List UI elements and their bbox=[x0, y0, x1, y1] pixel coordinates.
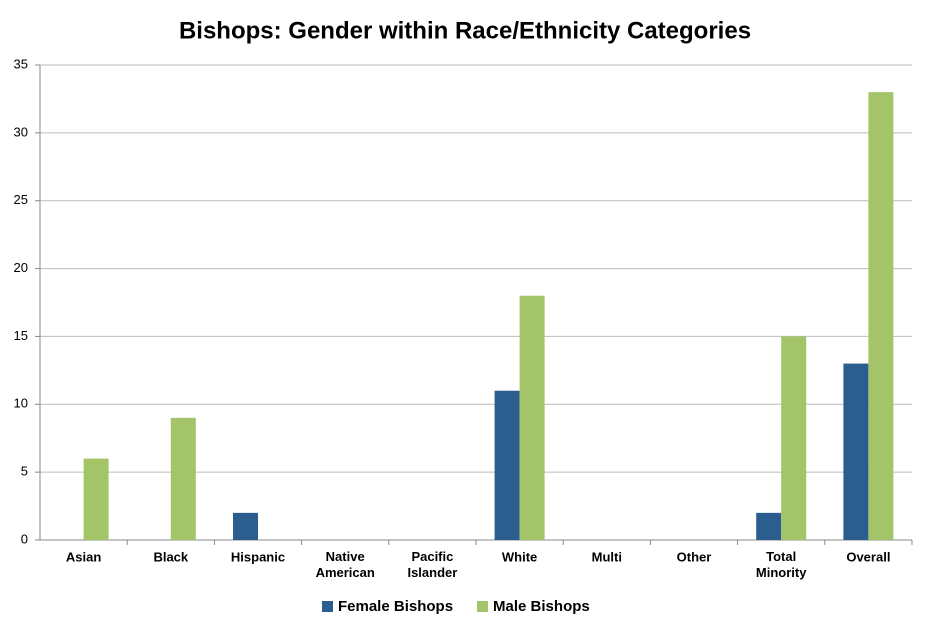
x-tick-label: Native American bbox=[316, 549, 375, 580]
bar bbox=[519, 295, 545, 540]
bar bbox=[756, 512, 782, 540]
x-tick-label: Black bbox=[153, 549, 188, 564]
x-tick-label: Total Minority bbox=[756, 549, 807, 580]
y-tick-label: 35 bbox=[14, 56, 28, 71]
y-tick-label: 10 bbox=[14, 396, 28, 411]
bar bbox=[781, 336, 807, 540]
legend-label: Male Bishops bbox=[493, 598, 590, 615]
y-tick-label: 5 bbox=[21, 464, 28, 479]
x-tick-label: Other bbox=[677, 549, 712, 564]
legend-swatch bbox=[477, 601, 489, 612]
x-tick-label: Pacific Islander bbox=[407, 549, 457, 580]
bar bbox=[170, 417, 196, 540]
bar bbox=[233, 512, 258, 540]
y-tick-label: 0 bbox=[21, 531, 28, 546]
bar bbox=[843, 363, 869, 540]
x-tick-label: Overall bbox=[846, 549, 890, 564]
legend-swatch bbox=[322, 601, 333, 612]
x-tick-label: White bbox=[502, 549, 537, 564]
x-tick-label: Asian bbox=[66, 549, 101, 564]
y-tick-label: 30 bbox=[14, 124, 28, 139]
x-tick-label: Hispanic bbox=[231, 549, 285, 564]
y-tick-label: 25 bbox=[14, 192, 28, 207]
bar bbox=[494, 390, 520, 540]
y-tick-label: 20 bbox=[14, 260, 28, 275]
x-tick-label: Multi bbox=[592, 549, 622, 564]
y-tick-label: 15 bbox=[14, 328, 28, 343]
bar bbox=[868, 92, 894, 541]
legend-label: Female Bishops bbox=[338, 598, 453, 615]
bar bbox=[83, 458, 109, 540]
chart-title: Bishops: Gender within Race/Ethnicity Ca… bbox=[179, 17, 751, 44]
